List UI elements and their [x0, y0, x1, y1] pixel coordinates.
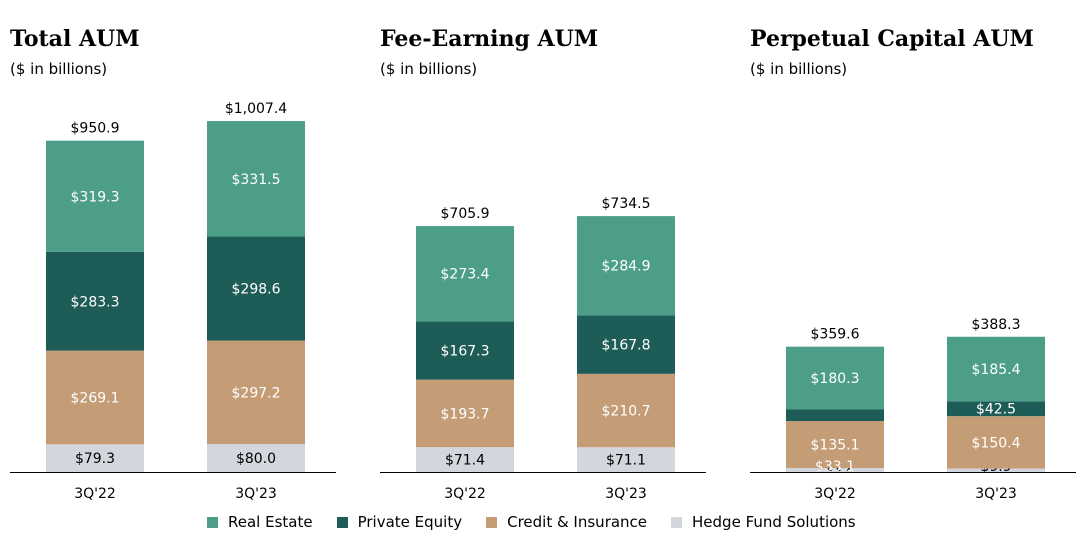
bar-segment-real-estate [46, 140, 144, 252]
bar-segment-real-estate [207, 121, 305, 237]
total-value-label: $705.9 [441, 206, 490, 222]
bar-segment-hedge-fund-solutions [416, 447, 514, 472]
chart-subtitle: ($ in billions) [380, 60, 478, 78]
bar-segment-private-equity [46, 251, 144, 351]
total-value-label: $950.9 [71, 121, 120, 137]
legend-item-credit-insurance: Credit & Insurance [486, 513, 647, 531]
segment-value-label: $210.7 [602, 404, 651, 420]
bar-segment-hedge-fund-solutions [947, 468, 1045, 472]
segment-value-label: $135.1 [811, 438, 860, 454]
perpetual-capital-aum-chart: $11.2$135.1$33.1$180.3$359.63Q'22$9.9$15… [750, 317, 1076, 502]
segment-value-label: $71.1 [606, 453, 646, 469]
total-value-label: $359.6 [811, 327, 860, 343]
segment-value-label: $150.4 [972, 435, 1021, 451]
bar-segment-hedge-fund-solutions [577, 447, 675, 472]
segment-value-label: $71.4 [445, 453, 485, 469]
total-aum-panel: Total AUM ($ in billions) $79.3 $269.1 $28… [10, 0, 340, 510]
bar-segment-private-equity [207, 236, 305, 341]
legend-label: Credit & Insurance [507, 513, 648, 531]
x-tick-label: 3Q'23 [605, 486, 647, 502]
segment-value-label: $297.2 [232, 385, 281, 401]
chart-title: Total AUM [10, 26, 140, 52]
segment-value-label: $331.5 [232, 172, 281, 188]
bar-segment-real-estate [786, 346, 884, 410]
bar-segment-hedge-fund-solutions [786, 468, 884, 472]
bar-segment-real-estate [577, 216, 675, 316]
segment-value-label: $298.6 [232, 282, 281, 298]
segment-value-label: $42.5 [976, 402, 1016, 418]
bar-segment-private-equity [947, 401, 1045, 417]
segment-value-label: $283.3 [71, 294, 120, 310]
bar-segment-private-equity [577, 315, 675, 374]
chart-subtitle: ($ in billions) [10, 60, 108, 78]
bar-segment-credit-insurance [46, 350, 144, 445]
fee-earning-aum-chart: $71.4 $193.7 $167.3 $273.4 $705.9 3Q'22 $71.1 $… [380, 196, 706, 502]
legend-label: Hedge Fund Solutions [692, 513, 856, 531]
total-value-label: $1,007.4 [225, 101, 287, 117]
segment-value-label: $167.8 [602, 338, 651, 354]
bar-segment-private-equity [786, 409, 884, 422]
segment-value-label: $79.3 [75, 451, 115, 467]
legend-label: Real Estate [228, 513, 313, 531]
segment-value-label: $80.0 [236, 451, 276, 467]
segment-value-label: $284.9 [602, 259, 651, 275]
bar-segment-credit-insurance [947, 416, 1045, 469]
segment-value-label: $180.3 [811, 371, 860, 387]
x-tick-label: 3Q'23 [975, 486, 1017, 502]
x-tick-label: 3Q'22 [814, 486, 856, 502]
chart-title: Perpetual Capital AUM [750, 26, 1034, 52]
legend-item-private-equity: Private Equity [336, 513, 463, 531]
bar-segment-credit-insurance [207, 340, 305, 445]
segment-value-label: $273.4 [441, 267, 490, 283]
x-tick-label: 3Q'22 [444, 486, 486, 502]
perpetual-capital-aum-panel: Perpetual Capital AUM ($ in billions) $1… [750, 0, 1080, 510]
segment-value-label: $319.3 [71, 189, 120, 205]
legend-swatch-real-estate [207, 516, 218, 528]
bar-segment-hedge-fund-solutions [46, 444, 144, 472]
legend-swatch-private-equity [336, 516, 348, 528]
bar-segment-credit-insurance [786, 421, 884, 469]
legend-label: Private Equity [357, 513, 463, 531]
legend-item-hedge-fund-solutions: Hedge Fund Solutions [671, 513, 856, 531]
bar-segment-credit-insurance [577, 373, 675, 448]
segment-value-label: $167.3 [441, 343, 490, 359]
total-value-label: $734.5 [602, 196, 651, 212]
segment-value-label: $185.4 [972, 362, 1021, 378]
bar-segment-real-estate [416, 226, 514, 322]
total-value-label: $388.3 [972, 317, 1021, 333]
chart-title: Fee-Earning AUM [380, 26, 599, 52]
segment-value-label: $269.1 [71, 390, 120, 406]
bar-segment-private-equity [416, 321, 514, 380]
x-tick-label: 3Q'23 [235, 486, 277, 502]
x-tick-label: 3Q'22 [74, 486, 116, 502]
chart-subtitle: ($ in billions) [750, 60, 848, 78]
bar-segment-hedge-fund-solutions [207, 444, 305, 472]
legend-item-real-estate: Real Estate [207, 513, 313, 531]
bar-segment-real-estate [947, 336, 1045, 402]
legend-swatch-credit-insurance [486, 516, 498, 528]
fee-earning-aum-panel: Fee-Earning AUM ($ in billions) $71.4 $19… [380, 0, 710, 510]
legend-swatch-hedge-fund-solutions [671, 516, 683, 528]
bar-segment-credit-insurance [416, 379, 514, 448]
total-aum-chart: $79.3 $269.1 $283.3 $319.3 $950.9 3Q'22 $80.0 $… [10, 101, 336, 502]
legend: Real Estate Private Equity Credit & Insu… [207, 512, 880, 532]
segment-value-label: $33.1 [815, 459, 855, 475]
segment-value-label: $193.7 [441, 406, 490, 422]
